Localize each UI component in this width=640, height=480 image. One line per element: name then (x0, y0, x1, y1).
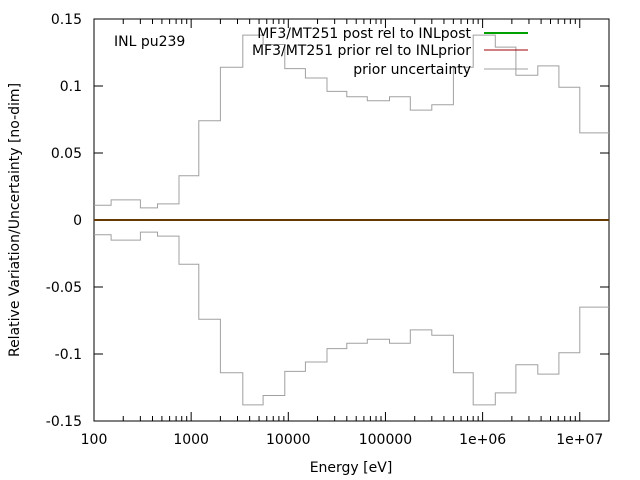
y-tick-label: 0.15 (51, 12, 82, 28)
x-tick-label: 100000 (359, 432, 412, 448)
x-axis-label: Energy [eV] (310, 460, 393, 476)
y-tick-label: -0.05 (46, 280, 82, 296)
x-tick-label: 100 (81, 432, 108, 448)
plot-area (94, 34, 609, 406)
legend: MF3/MT251 post rel to INLpost MF3/MT251 … (252, 26, 528, 78)
y-tick-label: 0 (73, 213, 82, 229)
y-tick-label: -0.15 (46, 414, 82, 430)
legend-label-uncertainty: prior uncertainty (353, 62, 471, 78)
x-tick-label: 10000 (266, 432, 311, 448)
y-axis-label: Relative Variation/Uncertainty [no-dim] (7, 83, 23, 357)
x-tick-label: 1e+07 (556, 432, 603, 448)
legend-label-post: MF3/MT251 post rel to INLpost (257, 26, 471, 42)
x-tick-label: 1000 (173, 432, 209, 448)
y-axis-ticks: 0.15 0.1 0.05 0 -0.05 -0.1 -0.15 (46, 12, 609, 430)
y-tick-label: -0.1 (55, 347, 82, 363)
x-axis-ticks: 100 1000 10000 100000 1e+06 1e+07 (81, 19, 610, 448)
uncertainty-upper-steps (94, 34, 609, 209)
chart-annotation: INL pu239 (114, 34, 185, 50)
legend-label-prior: MF3/MT251 prior rel to INLprior (252, 43, 471, 59)
y-tick-label: 0.05 (51, 146, 82, 162)
x-tick-label: 1e+06 (459, 432, 506, 448)
uncertainty-lower-steps (94, 231, 609, 406)
y-tick-label: 0.1 (60, 79, 82, 95)
